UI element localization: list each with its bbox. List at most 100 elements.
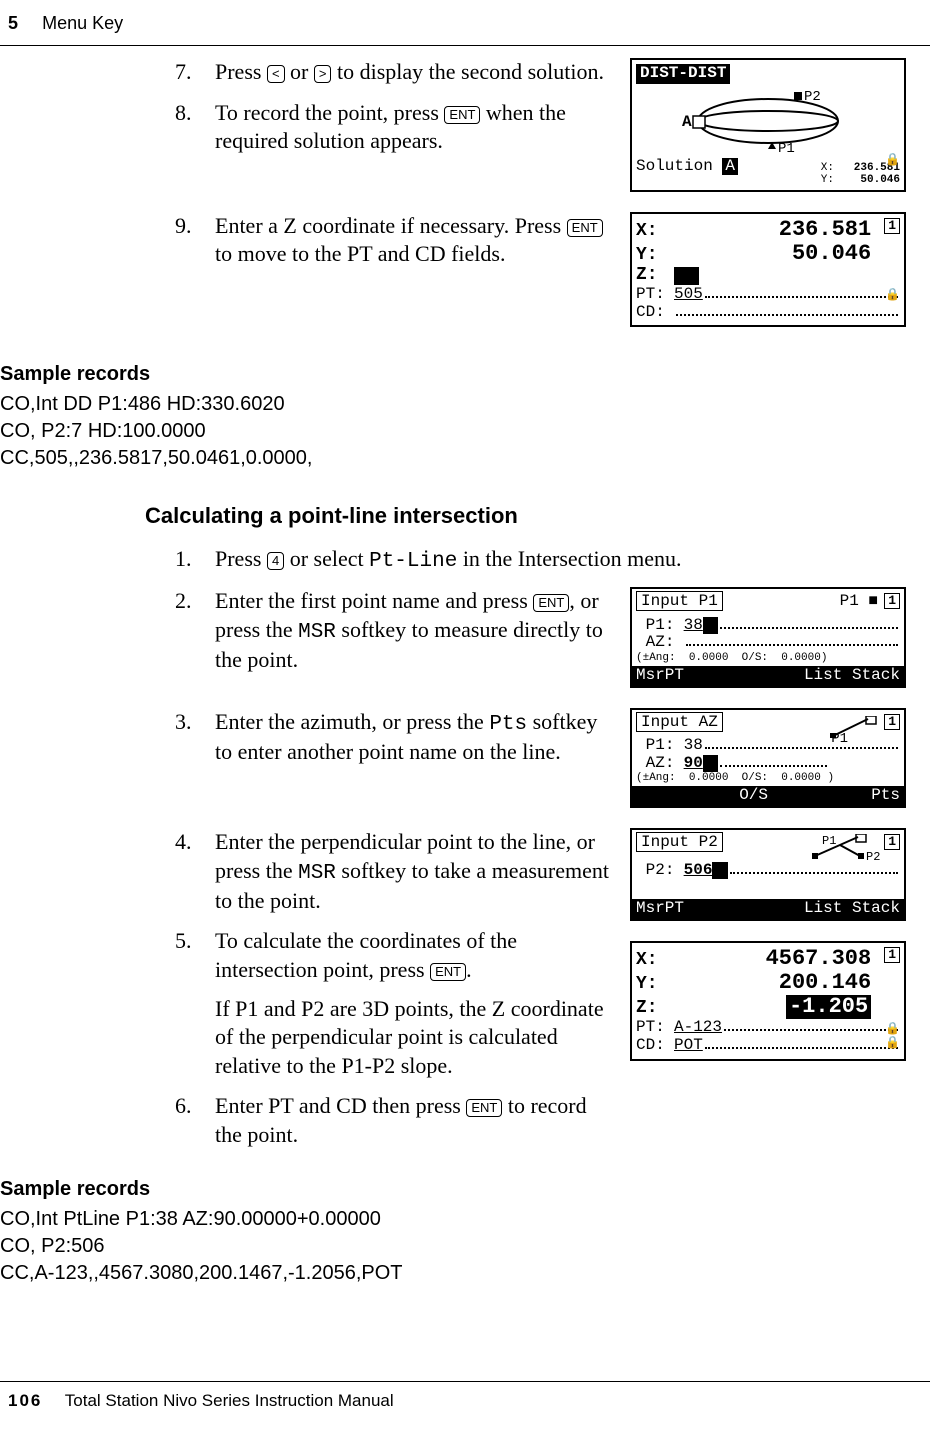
label: Y: bbox=[636, 246, 674, 266]
label: O/S: bbox=[742, 772, 768, 784]
label: P1: bbox=[646, 737, 684, 755]
lock-icon: 🔒 bbox=[885, 289, 900, 301]
label: X: bbox=[636, 222, 674, 242]
page-indicator: 1 bbox=[884, 218, 900, 234]
value: 4567.308 bbox=[766, 947, 872, 971]
page-number: 106 bbox=[8, 1391, 42, 1410]
softkey: List bbox=[804, 899, 842, 917]
section-heading: Calculating a point-line intersection bbox=[145, 502, 910, 531]
value: -1.205 bbox=[786, 995, 871, 1019]
record-line: CO, P2:7 HD:100.0000 bbox=[0, 418, 910, 445]
text: . bbox=[466, 957, 472, 982]
page-indicator: 1 bbox=[884, 947, 900, 963]
svg-text:P1: P1 bbox=[822, 834, 836, 848]
lock-icon: 🔒 bbox=[885, 1037, 900, 1049]
text: in the Intersection menu. bbox=[457, 546, 681, 571]
page-indicator: 1 bbox=[884, 834, 900, 850]
lcd-title: Input AZ bbox=[636, 712, 723, 732]
value: 38 bbox=[684, 617, 703, 635]
dist-dist-diagram: A P2 P1 bbox=[638, 86, 898, 156]
value: POT bbox=[674, 1037, 703, 1055]
value: 505 bbox=[674, 286, 703, 304]
key-4-icon: 4 bbox=[267, 552, 284, 570]
page-indicator: 1 bbox=[884, 714, 900, 730]
key-ent-icon: ENT bbox=[466, 1099, 502, 1117]
label: (±Ang: bbox=[636, 772, 676, 784]
text: Press bbox=[215, 59, 267, 84]
label: PT: bbox=[636, 286, 674, 304]
page-header: 5 Menu Key bbox=[0, 8, 930, 46]
sample-heading: Sample records bbox=[0, 1176, 910, 1202]
code: MSR bbox=[298, 621, 336, 644]
value: 0.0000 ) bbox=[781, 772, 834, 784]
step-3: 3. Enter the azimuth, or press the Pts s… bbox=[175, 708, 610, 767]
code: Pts bbox=[489, 713, 527, 736]
softkey: MsrPT bbox=[636, 900, 684, 918]
label: Y: bbox=[821, 174, 834, 186]
value: 50.046 bbox=[860, 174, 900, 186]
text: or select bbox=[284, 546, 369, 571]
softkey: MsrPT bbox=[636, 667, 684, 685]
softkey: Stack bbox=[852, 899, 900, 917]
value: 0.0000 bbox=[689, 772, 729, 784]
tag: P1 bbox=[840, 592, 859, 610]
text: If P1 and P2 are 3D points, the Z coordi… bbox=[215, 996, 604, 1078]
manual-title: Total Station Nivo Series Instruction Ma… bbox=[65, 1391, 394, 1410]
lcd-title: Input P2 bbox=[636, 832, 723, 852]
text: Enter the first point name and press bbox=[215, 588, 533, 613]
chapter-title: Menu Key bbox=[42, 13, 123, 33]
code: Pt-Line bbox=[369, 550, 457, 573]
label: (±Ang: bbox=[636, 652, 676, 664]
value: 236.581 bbox=[779, 218, 871, 242]
label: O/S: bbox=[742, 652, 768, 664]
record-line: CO,Int DD P1:486 HD:330.6020 bbox=[0, 391, 910, 418]
value: 90 bbox=[684, 755, 703, 773]
svg-text:P2: P2 bbox=[804, 89, 821, 105]
softkey: Stack bbox=[852, 666, 900, 684]
tag: P1 bbox=[831, 732, 848, 747]
label: Y: bbox=[636, 975, 674, 995]
page-indicator: 1 bbox=[884, 593, 900, 609]
value: 50.046 bbox=[792, 242, 871, 266]
svg-text:P1: P1 bbox=[778, 141, 795, 156]
label: Z: bbox=[636, 266, 674, 286]
svg-text:A: A bbox=[682, 113, 692, 131]
step-1: 1. Press 4 or select Pt-Line in the Inte… bbox=[175, 545, 910, 575]
record-line: CC,A-123,,4567.3080,200.1467,-1.2056,POT bbox=[0, 1260, 910, 1287]
record-line: CC,505,,236.5817,50.0461,0.0000, bbox=[0, 445, 910, 472]
sample-records-2: CO,Int PtLine P1:38 AZ:90.00000+0.00000 … bbox=[0, 1206, 910, 1287]
lock-icon: 🔒 bbox=[885, 154, 900, 166]
lcd-dist-dist: DIST-DIST A P2 P1 Solution A X: 236.581 bbox=[630, 58, 906, 192]
label: Z: bbox=[636, 999, 674, 1019]
label: P2: bbox=[646, 862, 684, 880]
lcd-xyz-entry: 1 X: 236.581 Y: 50.046 Z: PT:505 CD: 🔒 bbox=[630, 212, 906, 327]
svg-text:P2: P2 bbox=[866, 850, 880, 862]
lcd-input-az: 1 Input AZ P1 P1:38 AZ:90 (±Ang: 0.0000 … bbox=[630, 708, 906, 808]
code: MSR bbox=[298, 862, 336, 885]
lcd-input-p2: 1 Input P2 P1 P2 P2:506 MsrPTList Stack bbox=[630, 828, 906, 921]
text: Press bbox=[215, 546, 267, 571]
lcd-title: DIST-DIST bbox=[636, 64, 730, 84]
text: To calculate the coordinates of the inte… bbox=[215, 928, 517, 982]
text: to move to the PT and CD fields. bbox=[215, 241, 505, 266]
label: AZ: bbox=[646, 634, 684, 652]
label: P1: bbox=[646, 617, 684, 635]
page-content: 7. Press < or > to display the second so… bbox=[0, 58, 910, 1287]
label: CD: bbox=[636, 1037, 674, 1055]
text: Enter the azimuth, or press the bbox=[215, 709, 489, 734]
text: Enter a Z coordinate if necessary. Press bbox=[215, 213, 567, 238]
key-ent-icon: ENT bbox=[567, 219, 603, 237]
label: AZ: bbox=[646, 755, 684, 773]
record-line: CO, P2:506 bbox=[0, 1233, 910, 1260]
label: CD: bbox=[636, 304, 674, 322]
text: Enter PT and CD then press bbox=[215, 1093, 466, 1118]
step-5: 5. To calculate the coordinates of the i… bbox=[175, 927, 610, 1080]
lcd-title: Input P1 bbox=[636, 591, 723, 611]
key-ent-icon: ENT bbox=[430, 963, 466, 981]
pt-line-diagram: P1 P2 bbox=[810, 834, 880, 862]
label: Solution bbox=[636, 158, 713, 176]
value: A bbox=[722, 158, 738, 176]
step-6: 6. Enter PT and CD then press ENT to rec… bbox=[175, 1092, 610, 1149]
key-ent-icon: ENT bbox=[533, 594, 569, 612]
record-line: CO,Int PtLine P1:38 AZ:90.00000+0.00000 bbox=[0, 1206, 910, 1233]
